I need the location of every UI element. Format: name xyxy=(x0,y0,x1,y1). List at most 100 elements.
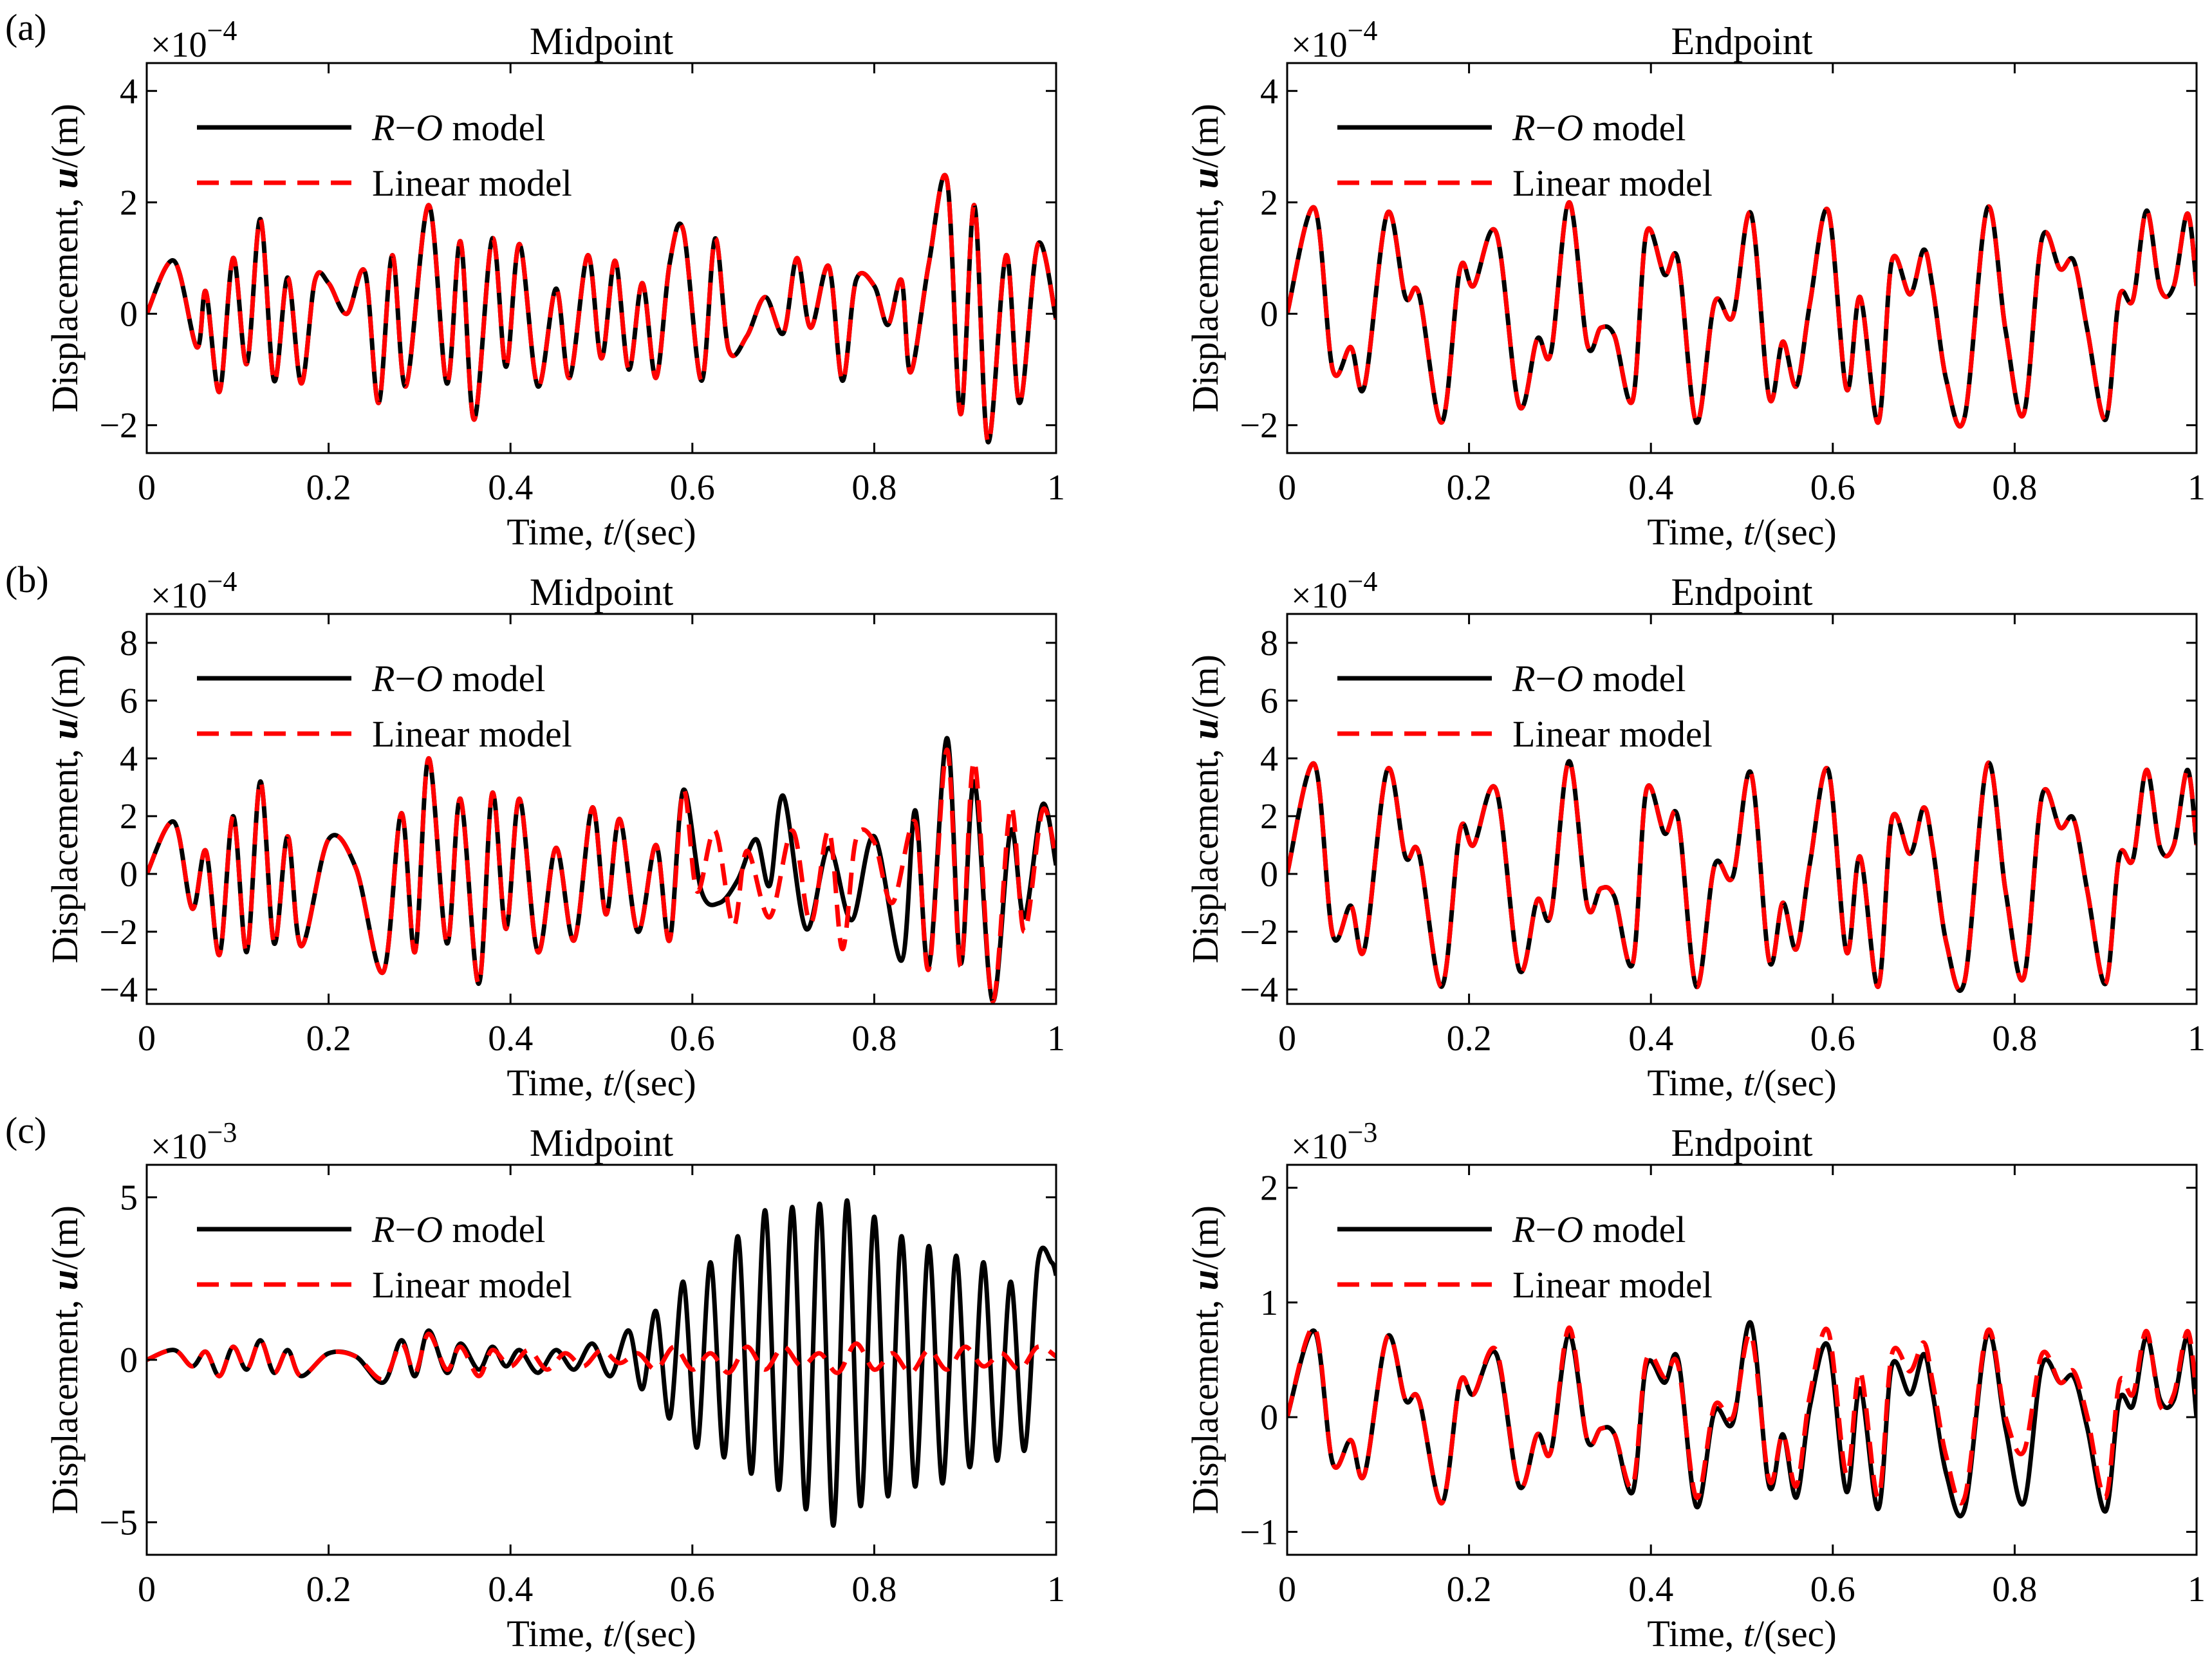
x-axis-label-c-mid: Time, t/(sec) xyxy=(507,1613,696,1655)
y-tick-label-c-end-3: 2 xyxy=(1260,1169,1278,1209)
panel-title-a-end: Endpoint xyxy=(1671,20,1813,62)
exponent-label-a-end: ×10−4 xyxy=(1291,15,1377,65)
y-tick-label-c-end-2: 1 xyxy=(1260,1283,1278,1323)
series-linear-c-mid xyxy=(147,1331,1056,1382)
y-axis-label-a-end: Displacement, u/(m) xyxy=(1184,104,1226,413)
x-tick-label-c-end-3: 0.6 xyxy=(1810,1570,1855,1609)
y-tick-label-b-end-5: 6 xyxy=(1260,682,1278,721)
legend-ro-label-c-end: R−O model xyxy=(1512,1209,1686,1250)
exponent-base-b-end: ×10 xyxy=(1291,576,1348,616)
axes-box-b-mid xyxy=(145,613,1057,1005)
x-tick-label-b-end-0: 0 xyxy=(1278,1019,1296,1059)
x-tick-label-b-mid-1: 0.2 xyxy=(306,1019,351,1059)
y-tick-label-a-mid-2: 2 xyxy=(120,183,138,223)
y-tick-label-b-end-2: 0 xyxy=(1260,855,1278,895)
x-axis-label-b-mid: Time, t/(sec) xyxy=(507,1062,696,1104)
x-tick-label-a-mid-1: 0.2 xyxy=(306,468,351,508)
exponent-base-c-end: ×10 xyxy=(1291,1127,1348,1167)
exponent-base-a-end: ×10 xyxy=(1291,25,1348,65)
y-tick-label-c-end-0: −1 xyxy=(1240,1512,1278,1552)
x-tick-label-c-end-2: 0.4 xyxy=(1628,1570,1673,1609)
y-tick-label-b-mid-1: −2 xyxy=(99,913,138,952)
x-axis-label-a-mid: Time, t/(sec) xyxy=(507,511,696,553)
series-linear-b-end xyxy=(1287,759,2197,993)
panel-title-c-mid: Midpoint xyxy=(530,1122,674,1164)
x-tick-label-b-mid-2: 0.4 xyxy=(488,1019,533,1059)
y-tick-label-b-end-0: −4 xyxy=(1240,970,1278,1010)
series-group-b-mid xyxy=(147,736,1056,1004)
axes-box-a-end xyxy=(1286,62,2198,454)
series-group-a-end xyxy=(1287,199,2197,429)
x-tick-label-c-end-0: 0 xyxy=(1278,1570,1296,1609)
y-axis-label-b-mid: Displacement, u/(m) xyxy=(44,654,86,963)
legend-ro-label-b-mid: R−O model xyxy=(371,658,546,700)
y-tick-label-b-mid-0: −4 xyxy=(99,970,138,1010)
exponent-label-c-mid: ×10−3 xyxy=(151,1117,237,1167)
y-axis-label-c-end: Displacement, u/(m) xyxy=(1184,1205,1226,1514)
exponent-power-c-mid: −3 xyxy=(207,1117,237,1148)
legend-linear-label-c-mid: Linear model xyxy=(372,1264,572,1306)
legend-ro-label-c-mid: R−O model xyxy=(371,1209,546,1250)
x-tick-label-b-end-4: 0.8 xyxy=(1992,1019,2037,1059)
x-tick-label-b-end-2: 0.4 xyxy=(1628,1019,1673,1059)
x-axis-label-b-end: Time, t/(sec) xyxy=(1647,1062,1836,1104)
series-linear-b-mid xyxy=(147,747,1056,1004)
exponent-label-c-end: ×10−3 xyxy=(1291,1117,1377,1167)
panel-letter-b: (b) xyxy=(5,559,49,600)
exponent-label-b-mid: ×10−4 xyxy=(151,566,237,616)
x-tick-label-a-mid-2: 0.4 xyxy=(488,468,533,508)
y-tick-label-b-mid-4: 4 xyxy=(120,739,138,779)
x-tick-label-c-mid-0: 0 xyxy=(138,1570,156,1609)
x-tick-label-b-mid-4: 0.8 xyxy=(851,1019,897,1059)
x-tick-label-a-mid-3: 0.6 xyxy=(670,468,715,508)
y-axis-label-c-mid: Displacement, u/(m) xyxy=(44,1205,86,1514)
y-tick-label-c-mid-0: −5 xyxy=(99,1503,138,1543)
x-tick-label-c-mid-5: 1 xyxy=(1047,1570,1065,1609)
y-tick-label-c-mid-1: 0 xyxy=(120,1340,138,1380)
panel-title-a-mid: Midpoint xyxy=(530,20,674,62)
y-tick-label-c-mid-2: 5 xyxy=(120,1178,138,1218)
y-tick-label-b-end-6: 8 xyxy=(1260,624,1278,663)
exponent-power-a-end: −4 xyxy=(1348,15,1378,46)
legend-linear-label-b-end: Linear model xyxy=(1512,713,1713,755)
y-axis-label-a-mid: Displacement, u/(m) xyxy=(44,104,86,413)
series-linear-c-end xyxy=(1287,1325,2197,1506)
axes-box-b-end xyxy=(1286,613,2198,1005)
exponent-label-b-end: ×10−4 xyxy=(1291,566,1377,616)
x-tick-label-a-end-3: 0.6 xyxy=(1810,468,1855,508)
axes-box-a-mid xyxy=(145,62,1057,454)
x-tick-label-a-end-1: 0.2 xyxy=(1447,468,1492,508)
plot-area-b-mid xyxy=(147,614,1056,1004)
legend-ro-label-a-mid: R−O model xyxy=(371,107,546,149)
y-tick-label-a-end-1: 0 xyxy=(1260,295,1278,335)
legend-linear-label-c-end: Linear model xyxy=(1512,1264,1713,1306)
x-tick-label-c-end-5: 1 xyxy=(2188,1570,2206,1609)
x-tick-label-a-mid-4: 0.8 xyxy=(851,468,897,508)
x-tick-label-a-end-5: 1 xyxy=(2188,468,2206,508)
exponent-power-c-end: −3 xyxy=(1348,1117,1378,1148)
y-tick-label-a-mid-3: 4 xyxy=(120,71,138,111)
x-tick-label-c-mid-3: 0.6 xyxy=(670,1570,715,1609)
exponent-base-b-mid: ×10 xyxy=(151,576,207,616)
x-tick-label-c-end-4: 0.8 xyxy=(1992,1570,2037,1609)
x-tick-label-a-end-2: 0.4 xyxy=(1628,468,1673,508)
x-tick-label-b-end-5: 1 xyxy=(2188,1019,2206,1059)
x-tick-label-a-mid-5: 1 xyxy=(1047,468,1065,508)
y-tick-label-b-mid-6: 8 xyxy=(120,624,138,663)
exponent-power-b-mid: −4 xyxy=(207,566,237,597)
exponent-label-a-mid: ×10−4 xyxy=(151,15,237,65)
x-tick-label-b-mid-0: 0 xyxy=(138,1019,156,1059)
legend-ro-label-b-end: R−O model xyxy=(1512,658,1686,700)
series-group-c-end xyxy=(1287,1320,2197,1519)
exponent-base-a-mid: ×10 xyxy=(151,25,207,65)
x-tick-label-a-end-4: 0.8 xyxy=(1992,468,2037,508)
x-axis-label-c-end: Time, t/(sec) xyxy=(1647,1613,1836,1655)
x-tick-label-c-end-1: 0.2 xyxy=(1447,1570,1492,1609)
